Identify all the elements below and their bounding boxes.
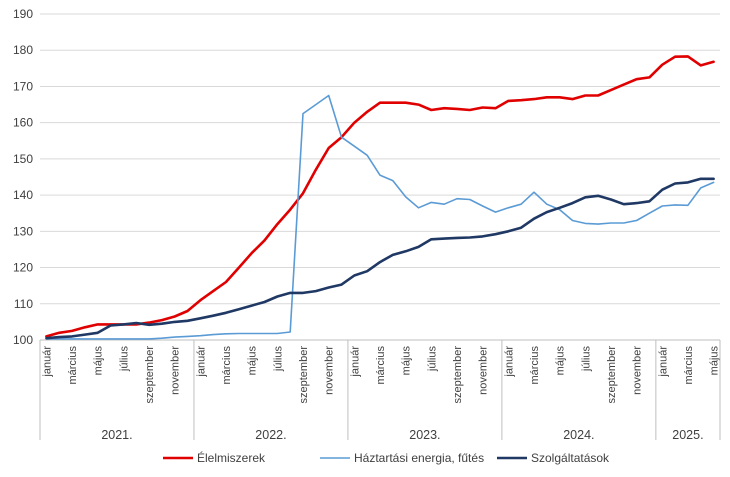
x-month-label: március bbox=[67, 346, 79, 385]
y-tick-label: 160 bbox=[13, 116, 33, 130]
x-year-label: 2023. bbox=[409, 428, 440, 442]
x-month-label: január bbox=[41, 346, 53, 378]
y-axis: 100 110 120 130 140 150 160 170 180 190 bbox=[13, 7, 33, 347]
legend-label: Háztartási energia, fűtés bbox=[354, 451, 484, 465]
legend-label: Szolgáltatások bbox=[531, 451, 610, 465]
x-year-label: 2025. bbox=[672, 428, 703, 442]
x-month-label: május bbox=[93, 346, 105, 376]
x-month-label: július bbox=[580, 346, 592, 373]
x-month-label: szeptember bbox=[144, 346, 156, 404]
x-month-label: március bbox=[221, 346, 233, 385]
gridlines bbox=[40, 13, 720, 341]
y-tick-label: 140 bbox=[13, 188, 33, 202]
y-tick-label: 120 bbox=[13, 261, 33, 275]
x-month-label: július bbox=[426, 346, 438, 373]
y-tick-label: 190 bbox=[13, 7, 33, 21]
x-month-label: január bbox=[503, 346, 515, 378]
y-tick-label: 130 bbox=[13, 224, 33, 238]
y-tick-label: 110 bbox=[14, 297, 33, 311]
x-month-label: január bbox=[349, 346, 361, 378]
legend-label: Élelmiszerek bbox=[197, 450, 266, 465]
series-line-3 bbox=[45, 177, 715, 340]
x-year-label: 2022. bbox=[255, 428, 286, 442]
x-year-label: 2021. bbox=[101, 428, 132, 442]
x-month-label: január bbox=[657, 346, 669, 378]
x-month-label: január bbox=[195, 346, 207, 378]
x-axis: január március május július szeptember novemb… bbox=[39, 340, 721, 442]
x-month-label: november bbox=[632, 346, 644, 395]
x-month-label: március bbox=[529, 346, 541, 385]
y-tick-label: 180 bbox=[13, 43, 33, 57]
x-month-label: szeptember bbox=[452, 346, 464, 404]
series-line-1 bbox=[45, 55, 715, 338]
x-month-label: március bbox=[683, 346, 695, 385]
y-tick-label: 100 bbox=[13, 333, 33, 347]
x-year-label: 2024. bbox=[563, 428, 594, 442]
legend: Élelmiszerek Háztartási energia, fűtés Szo… bbox=[163, 450, 610, 465]
x-month-label: május bbox=[709, 346, 721, 376]
x-month-label: május bbox=[247, 346, 259, 376]
y-tick-label: 150 bbox=[13, 152, 33, 166]
series-line-2 bbox=[45, 94, 715, 340]
y-tick-label: 170 bbox=[13, 79, 33, 93]
x-month-label: november bbox=[324, 346, 336, 395]
x-month-label: március bbox=[375, 346, 387, 385]
x-month-label: szeptember bbox=[298, 346, 310, 404]
x-month-label: november bbox=[478, 346, 490, 395]
x-month-label: július bbox=[272, 346, 284, 373]
x-month-label: július bbox=[118, 346, 130, 373]
x-month-label: május bbox=[555, 346, 567, 376]
x-month-label: november bbox=[170, 346, 182, 395]
series-lines bbox=[45, 55, 715, 340]
x-month-label: szeptember bbox=[606, 346, 618, 404]
x-month-label: május bbox=[401, 346, 413, 376]
